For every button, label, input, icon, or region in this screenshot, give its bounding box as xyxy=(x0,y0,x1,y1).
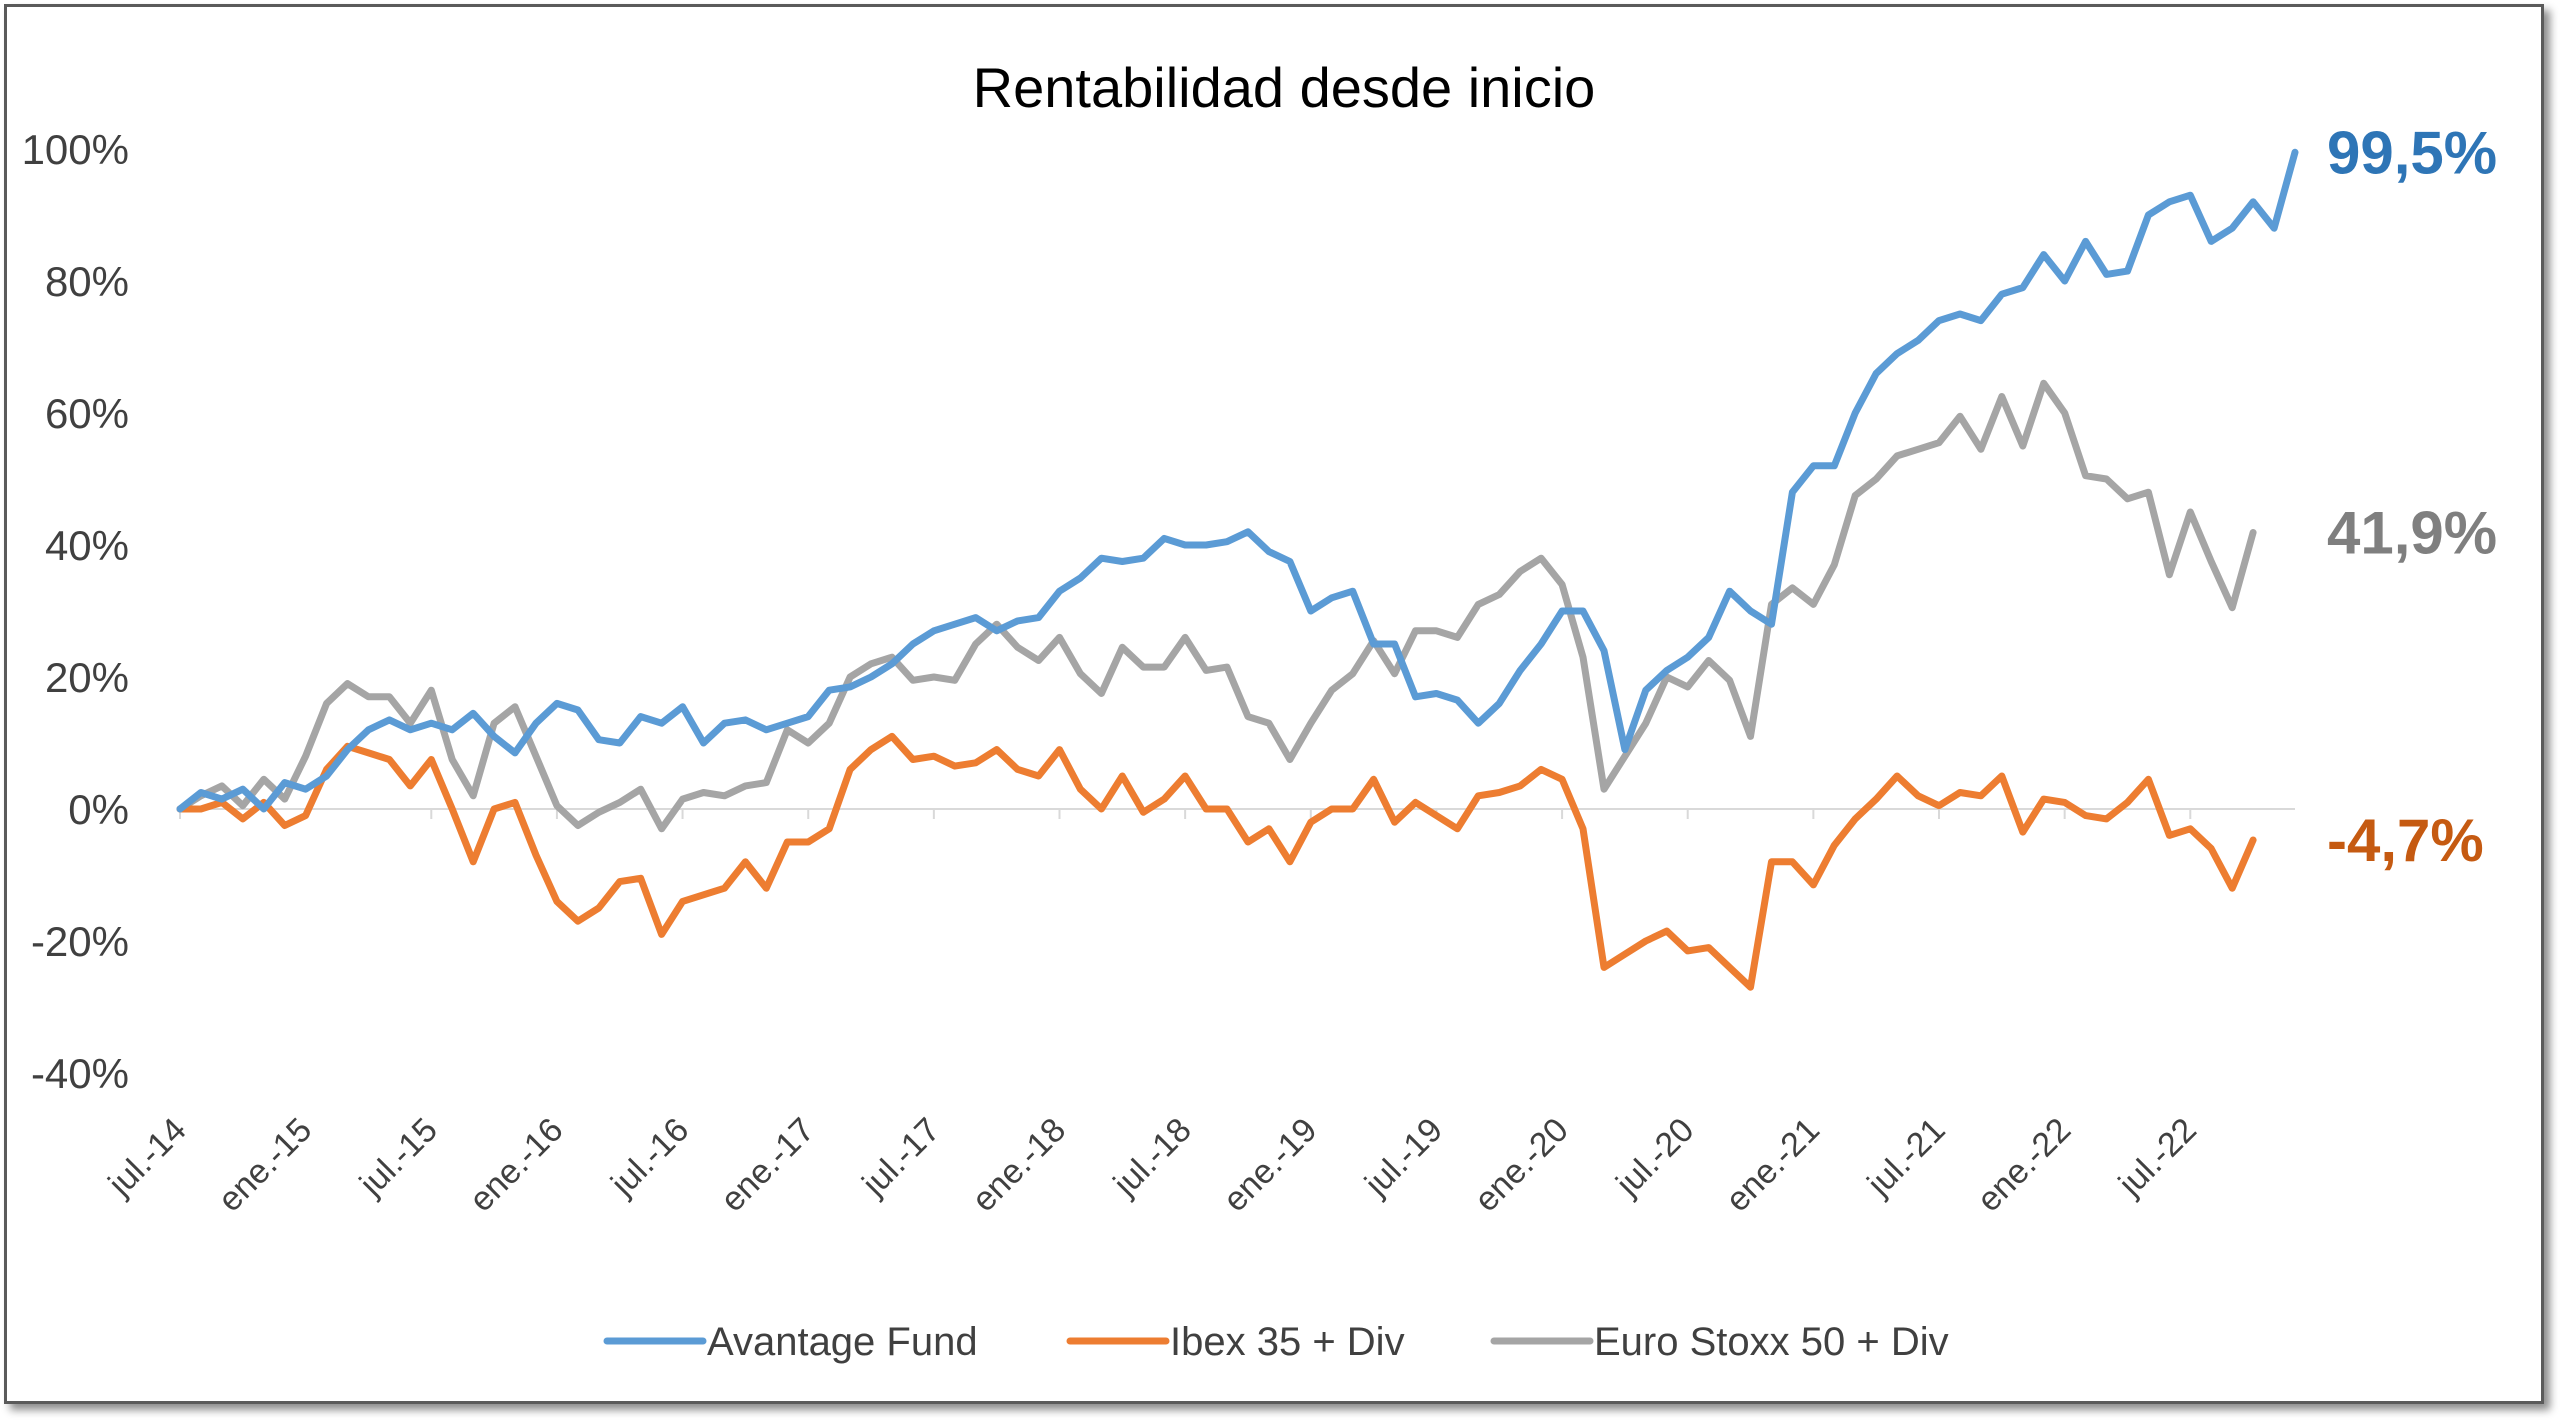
x-tick-label: jul.-15 xyxy=(352,1111,445,1204)
x-tick-label: ene.-22 xyxy=(1970,1111,2078,1219)
y-tick-label: 60% xyxy=(45,390,129,437)
x-tick-label: ene.-19 xyxy=(1216,1111,1324,1219)
y-axis: 100% 80% 60% 40% 20% 0% -20% -40% xyxy=(22,126,129,1097)
y-tick-label: 100% xyxy=(22,126,129,173)
x-tick-label: ene.-16 xyxy=(462,1111,570,1219)
series-line-0 xyxy=(176,148,2299,813)
legend-label-1: Ibex 35 + Div xyxy=(1170,1320,1405,1364)
series-line-2 xyxy=(176,379,2257,833)
x-tick-label: jul.-17 xyxy=(854,1111,947,1204)
x-tick-label: jul.-19 xyxy=(1357,1111,1450,1204)
line-chart: Rentabilidad desde inicio 100% 80% 60% 40% 2… xyxy=(22,56,2498,1364)
chart-frame: Rentabilidad desde inicio 100% 80% 60% 40% 2… xyxy=(4,4,2544,1404)
series-line-1 xyxy=(176,732,2257,991)
y-tick-label: 80% xyxy=(45,258,129,305)
x-tick-label: jul.-14 xyxy=(101,1111,194,1204)
x-tick-label: jul.-21 xyxy=(1860,1111,1953,1204)
end-label-2: 41,9% xyxy=(2327,499,2497,566)
y-tick-label: -20% xyxy=(31,918,129,965)
legend-label-0: Avantage Fund xyxy=(707,1320,978,1364)
chart-title: Rentabilidad desde inicio xyxy=(973,56,1596,119)
end-label-1: -4,7% xyxy=(2327,807,2484,874)
series-lines xyxy=(176,148,2299,991)
x-tick-label: ene.-21 xyxy=(1719,1111,1827,1219)
x-tick-label: ene.-17 xyxy=(713,1111,821,1219)
end-label-0: 99,5% xyxy=(2327,119,2497,186)
x-tick-label: jul.-18 xyxy=(1106,1111,1199,1204)
x-tick-label: jul.-16 xyxy=(603,1111,696,1204)
y-tick-label: 40% xyxy=(45,522,129,569)
x-tick-label: jul.-20 xyxy=(1608,1111,1701,1204)
legend-label-2: Euro Stoxx 50 + Div xyxy=(1594,1320,1949,1364)
y-tick-label: 0% xyxy=(68,786,129,833)
x-tick-label: ene.-15 xyxy=(211,1111,319,1219)
x-tick-label: ene.-20 xyxy=(1467,1111,1575,1219)
x-tick-label: ene.-18 xyxy=(965,1111,1073,1219)
x-axis: jul.-14 ene.-15 jul.-15 ene.-16 jul.-16 ene.-… xyxy=(101,809,2204,1219)
y-tick-label: -40% xyxy=(31,1050,129,1097)
x-tick-label: jul.-22 xyxy=(2111,1111,2204,1204)
y-tick-label: 20% xyxy=(45,654,129,701)
end-value-labels: 99,5% -4,7% 41,9% xyxy=(2327,119,2497,874)
legend: Avantage Fund Ibex 35 + Div Euro Stoxx 50 … xyxy=(603,1320,1949,1364)
